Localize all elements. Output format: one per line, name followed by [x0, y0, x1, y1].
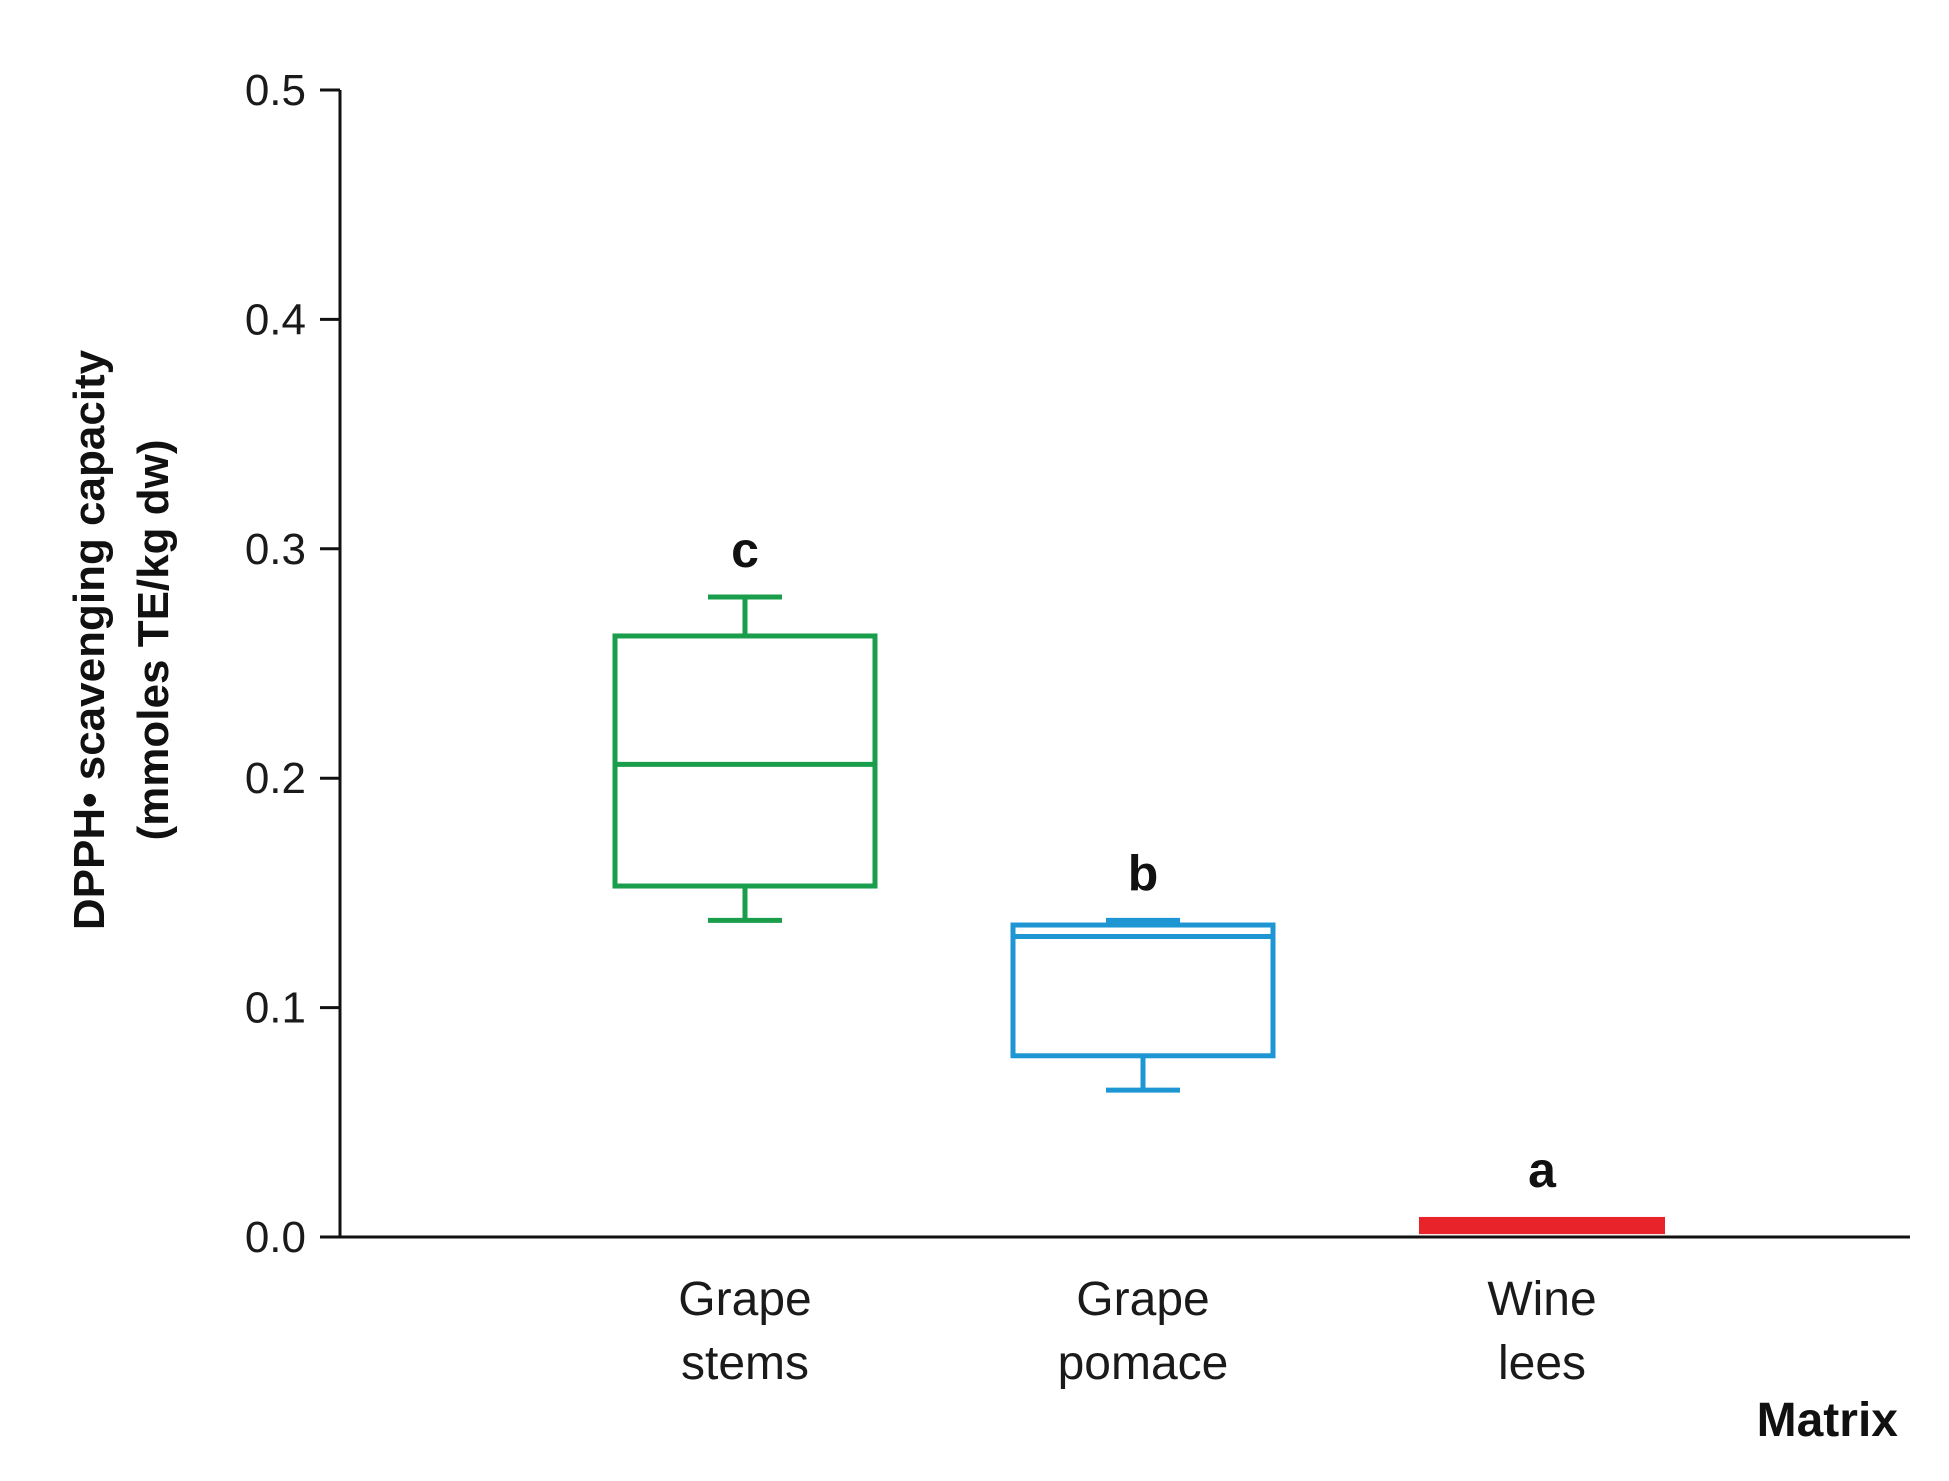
box-1: c: [612, 522, 878, 923]
y-tick-label: 0.4: [245, 295, 306, 344]
x-category-label: Wine lees: [1487, 1273, 1596, 1390]
x-category-label: Grape stems: [678, 1273, 811, 1390]
box-iqr: [612, 633, 878, 889]
x-axis-category-labels: Grape stems Grape pomace Wine lees: [678, 1273, 1596, 1390]
box-iqr: [1419, 1216, 1665, 1235]
x-category-label: Grape pomace: [1058, 1273, 1229, 1390]
y-axis-title-line2: (mmoles TE/kg dw): [129, 440, 178, 841]
significance-letter: c: [731, 522, 759, 578]
y-tick-label: 0.5: [245, 66, 306, 115]
y-axis-title-line1: DPPH• scavenging capacity: [65, 349, 114, 930]
box-3: a: [1419, 1142, 1665, 1235]
y-tick-label: 0.3: [245, 525, 306, 574]
significance-letter: b: [1128, 845, 1159, 901]
box-iqr: [1010, 922, 1276, 1059]
box-2: b: [1010, 845, 1276, 1093]
y-axis-title: DPPH• scavenging capacity (mmoles TE/kg …: [65, 349, 178, 930]
box-plot-series: c b a: [612, 522, 1665, 1235]
significance-letter: a: [1528, 1142, 1557, 1198]
y-tick-label: 0.2: [245, 754, 306, 803]
y-tick-label: 0.0: [245, 1213, 306, 1262]
x-axis-title: Matrix: [1757, 1394, 1899, 1447]
y-tick-label: 0.1: [245, 984, 306, 1033]
y-axis-ticks: 0.0 0.1 0.2 0.3 0.4 0.5: [245, 66, 340, 1262]
